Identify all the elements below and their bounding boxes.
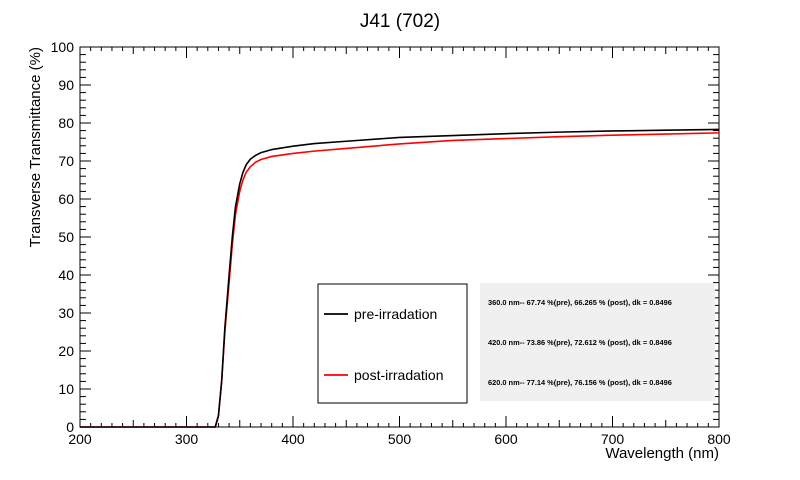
legend-label: post-irradation bbox=[354, 367, 444, 383]
y-tick-label: 10 bbox=[58, 381, 74, 397]
chart-title: J41 (702) bbox=[360, 11, 440, 32]
y-tick-label: 80 bbox=[58, 115, 74, 131]
x-axis-label: Wavelength (nm) bbox=[605, 445, 719, 462]
y-tick-label: 70 bbox=[58, 153, 74, 169]
annotation-background bbox=[480, 283, 715, 401]
y-tick-label: 20 bbox=[58, 343, 74, 359]
x-tick-label: 200 bbox=[68, 431, 92, 447]
y-tick-label: 30 bbox=[58, 305, 74, 321]
x-tick-label: 700 bbox=[601, 431, 625, 447]
annotation-line: 420.0 nm-- 73.86 %(pre), 72.612 % (post)… bbox=[488, 338, 672, 347]
series-line-pre-irradation bbox=[80, 128, 720, 428]
y-tick-label: 40 bbox=[58, 267, 74, 283]
x-tick-label: 600 bbox=[494, 431, 518, 447]
y-tick-label: 100 bbox=[51, 39, 75, 55]
legend-label: pre-irradation bbox=[354, 306, 437, 322]
annotation-line: 620.0 nm-- 77.14 %(pre), 76.156 % (post)… bbox=[488, 378, 672, 387]
y-tick-label: 50 bbox=[58, 229, 74, 245]
y-tick-label: 60 bbox=[58, 191, 74, 207]
y-axis-label: Transverse Transmittance (%) bbox=[27, 47, 44, 247]
annotation-box: 360.0 nm-- 67.74 %(pre), 66.265 % (post)… bbox=[480, 283, 715, 401]
x-tick-label: 800 bbox=[707, 431, 731, 447]
x-tick-label: 500 bbox=[388, 431, 412, 447]
series-layer bbox=[80, 128, 720, 428]
axes: 200 300 400 500 600 700 800 0 10 20 30 40 50 60 70 80 90… bbox=[51, 39, 731, 447]
y-tick-label: 90 bbox=[58, 77, 74, 93]
legend-box bbox=[317, 283, 468, 404]
y-tick-label: 0 bbox=[66, 419, 74, 435]
legend: pre-irradation post-irradation bbox=[317, 283, 468, 404]
x-tick-label: 300 bbox=[175, 431, 199, 447]
x-tick-label: 400 bbox=[281, 431, 305, 447]
annotation-line: 360.0 nm-- 67.74 %(pre), 66.265 % (post)… bbox=[488, 298, 672, 307]
